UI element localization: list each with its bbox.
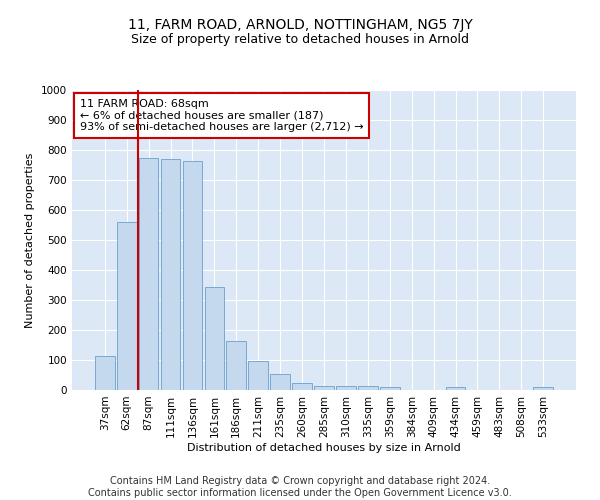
Y-axis label: Number of detached properties: Number of detached properties [25, 152, 35, 328]
Bar [533, 387, 553, 390]
Bar [314, 386, 334, 390]
Text: Contains HM Land Registry data © Crown copyright and database right 2024.
Contai: Contains HM Land Registry data © Crown c… [88, 476, 512, 498]
Bar [205, 286, 224, 390]
Bar [358, 386, 378, 390]
Text: 11, FARM ROAD, ARNOLD, NOTTINGHAM, NG5 7JY: 11, FARM ROAD, ARNOLD, NOTTINGHAM, NG5 7… [128, 18, 472, 32]
Text: Size of property relative to detached houses in Arnold: Size of property relative to detached ho… [131, 32, 469, 46]
Bar [248, 360, 268, 390]
X-axis label: Distribution of detached houses by size in Arnold: Distribution of detached houses by size … [187, 442, 461, 452]
Bar [139, 158, 158, 390]
Bar [292, 384, 312, 390]
Bar [336, 386, 356, 390]
Bar [117, 222, 137, 390]
Text: 11 FARM ROAD: 68sqm
← 6% of detached houses are smaller (187)
93% of semi-detach: 11 FARM ROAD: 68sqm ← 6% of detached hou… [80, 99, 363, 132]
Bar [161, 159, 181, 390]
Bar [380, 388, 400, 390]
Bar [446, 387, 466, 390]
Bar [226, 341, 246, 390]
Bar [95, 356, 115, 390]
Bar [182, 160, 202, 390]
Bar [270, 374, 290, 390]
